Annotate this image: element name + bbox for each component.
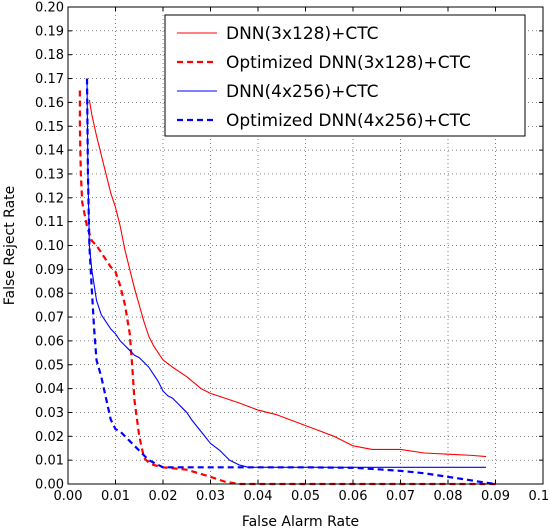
x-tick-label: 0.04 xyxy=(244,489,273,504)
series-line xyxy=(85,78,496,486)
y-tick-label: 0.20 xyxy=(35,1,64,16)
legend-label: DNN(4x256)+CTC xyxy=(226,82,379,102)
y-tick-label: 0.18 xyxy=(35,48,64,63)
axis-ticks: 0.00 0.01 0.02 0.03 0.04 0.05 0.06 0.07 0.08 0.09… xyxy=(35,1,550,505)
y-tick-label: 0.17 xyxy=(35,72,64,87)
x-tick-label: 0.05 xyxy=(291,489,320,504)
y-tick-label: 0.13 xyxy=(35,167,64,182)
y-tick-label: 0.09 xyxy=(35,263,64,278)
y-tick-label: 0.12 xyxy=(35,191,64,206)
series-line xyxy=(78,90,496,486)
y-tick-label: 0.03 xyxy=(35,406,64,421)
legend-box xyxy=(164,14,526,137)
x-tick-label: 0.01 xyxy=(101,489,130,504)
y-tick-label: 0.02 xyxy=(35,430,64,445)
y-tick-label: 0.00 xyxy=(35,478,64,493)
y-tick-label: 0.05 xyxy=(35,358,64,373)
y-tick-label: 0.06 xyxy=(35,334,64,349)
x-axis-title: False Alarm Rate xyxy=(242,514,359,528)
series-line xyxy=(88,99,487,458)
x-tick-label: 0.02 xyxy=(149,489,178,504)
legend-label: Optimized DNN(3x128)+CTC xyxy=(226,53,471,73)
y-tick-label: 0.11 xyxy=(35,215,64,230)
legend-label: DNN(3x128)+CTC xyxy=(226,24,379,44)
x-tick-label: 0.08 xyxy=(434,489,463,504)
y-tick-label: 0.14 xyxy=(35,144,64,159)
y-tick-label: 0.07 xyxy=(35,311,64,326)
y-tick-label: 0.15 xyxy=(35,120,64,135)
x-tick-label: 0.03 xyxy=(196,489,225,504)
y-tick-label: 0.10 xyxy=(35,239,64,254)
x-tick-label: 0.10 xyxy=(529,489,550,504)
series-layer xyxy=(78,78,496,486)
y-tick-label: 0.04 xyxy=(35,382,64,397)
legend: DNN(3x128)+CTC Optimized DNN(3x128)+CTC DN… xyxy=(164,14,526,137)
x-tick-label: 0.00 xyxy=(54,489,83,504)
x-tick-label: 0.06 xyxy=(339,489,368,504)
y-tick-label: 0.16 xyxy=(35,96,64,111)
series-line xyxy=(86,78,486,468)
x-tick-label: 0.07 xyxy=(386,489,415,504)
x-tick-label: 0.09 xyxy=(481,489,510,504)
y-axis-title: False Reject Rate xyxy=(2,186,18,306)
y-tick-label: 0.19 xyxy=(35,24,64,39)
y-tick-label: 0.01 xyxy=(35,454,64,469)
y-tick-label: 0.08 xyxy=(35,287,64,302)
legend-label: Optimized DNN(4x256)+CTC xyxy=(226,111,471,131)
